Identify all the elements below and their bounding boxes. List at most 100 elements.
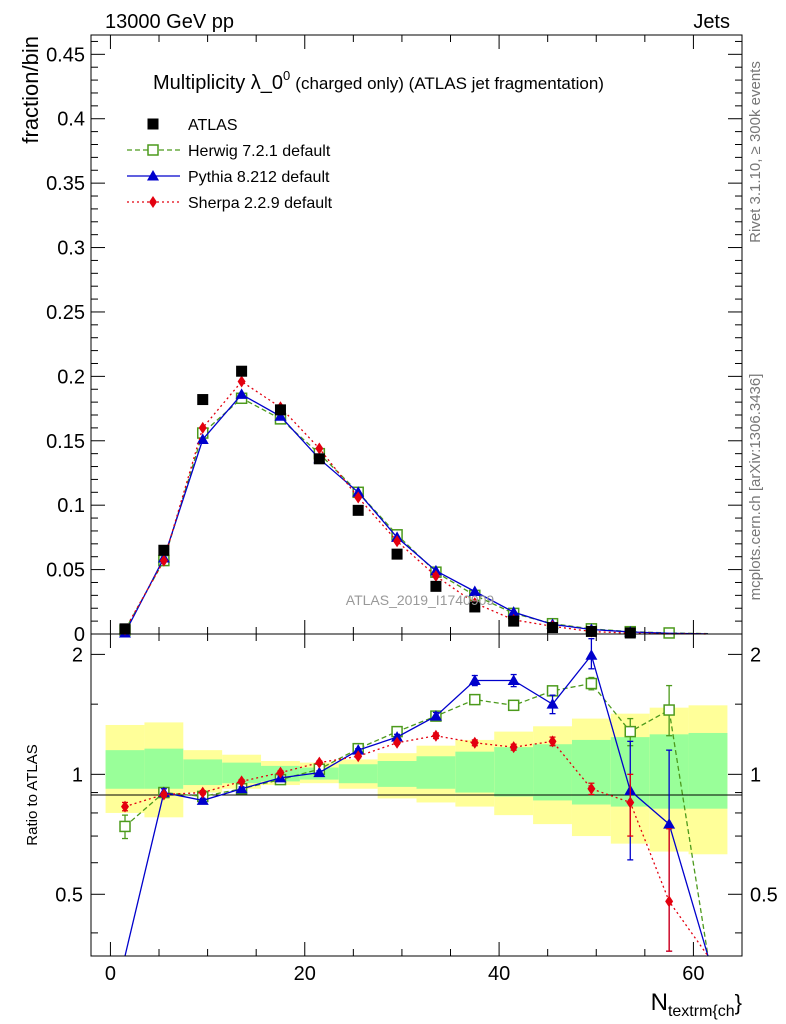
- xtick-label: 40: [488, 963, 510, 985]
- ratio-point-sherpa: [509, 741, 518, 754]
- ratio-point-pythia: [468, 674, 481, 685]
- main-ytick-label: 0.45: [46, 44, 85, 66]
- legend-label: Herwig 7.2.1 default: [188, 143, 331, 160]
- legend-item-herwig: Herwig 7.2.1 default: [127, 143, 331, 160]
- ratio-axis-ticks: 0.5 0.51 12 20 20 40 60: [55, 634, 778, 985]
- point-sherpa: [315, 442, 324, 455]
- point-sherpa: [354, 491, 363, 504]
- ratio-point-sherpa: [393, 736, 402, 749]
- ratio-point-sherpa: [665, 895, 674, 908]
- analysis-watermark: ATLAS_2019_I1740909: [346, 592, 495, 608]
- point-sherpa: [431, 570, 440, 583]
- ratio-point-pythia: [585, 649, 598, 660]
- ratio-point-pythia: [313, 766, 326, 778]
- line-pythia: [124, 393, 709, 635]
- legend-item-pythia: Pythia 8.212 default: [127, 169, 330, 186]
- ratio-line-herwig: [124, 682, 709, 957]
- legend-marker: [147, 118, 159, 130]
- x-axis-label-main: N: [651, 989, 668, 1016]
- point-pythia: [196, 433, 209, 444]
- mcplots-label: mcplots.cern.ch [arXiv:1306.3436]: [747, 374, 764, 601]
- band-inner: [533, 744, 572, 801]
- ratio-point-sherpa: [198, 786, 207, 799]
- ratio-point-sherpa: [121, 800, 130, 813]
- legend-label: Pythia 8.212 default: [188, 169, 330, 186]
- point-atlas: [624, 627, 636, 639]
- legend-marker: [147, 170, 159, 181]
- point-sherpa: [159, 554, 168, 567]
- x-axis-label-subscript: textrm{ch: [668, 1003, 735, 1020]
- point-sherpa: [237, 375, 246, 388]
- jets-label: Jets: [693, 11, 730, 33]
- plot-title: Multiplicity λ_00 (charged only) (ATLAS j…: [153, 68, 604, 94]
- legend-marker: [147, 144, 159, 156]
- ratio-point-sherpa: [431, 729, 440, 742]
- ratio-point-sherpa: [315, 756, 324, 769]
- legend-label: ATLAS: [188, 117, 238, 134]
- point-atlas: [352, 504, 364, 516]
- point-sherpa: [198, 421, 207, 434]
- x-axis-label-brace: }: [735, 990, 742, 1015]
- ratio-frame: [90, 633, 743, 957]
- main-ytick-label: 0: [74, 624, 85, 646]
- ratio-point-sherpa: [626, 796, 635, 809]
- energy-label: 13000 GeV pp: [105, 11, 234, 33]
- point-pythia: [507, 606, 520, 617]
- ratio-series-sherpa: [121, 729, 709, 957]
- band-inner: [688, 732, 728, 809]
- point-atlas: [547, 622, 559, 634]
- point-pythia: [274, 410, 287, 421]
- ratio-point-herwig: [624, 725, 637, 738]
- band-inner: [455, 751, 495, 793]
- point-atlas: [236, 365, 248, 377]
- series-atlas: [119, 365, 636, 639]
- ratio-point-pythia: [196, 794, 209, 805]
- ratio-ytick-label-left: 0.5: [55, 884, 83, 906]
- ratio-point-herwig: [507, 699, 520, 712]
- legend-label: Sherpa 2.2.9 default: [188, 195, 333, 212]
- main-panel: ATLAS_2019_I1740909 00.050.10.150.20.250…: [18, 34, 743, 646]
- ratio-ytick-label-right: 2: [750, 644, 761, 666]
- main-ytick-label: 0.25: [46, 302, 85, 324]
- band-inner: [105, 750, 145, 789]
- ratio-point-sherpa: [276, 766, 285, 779]
- xtick-label: 60: [682, 963, 704, 985]
- band-inner: [377, 761, 417, 787]
- ratio-ytick-label-right: 1: [750, 764, 761, 786]
- ratio-point-pythia: [546, 698, 559, 709]
- main-axis-ticks: 0 0.05 0.1 0.15 0.2 0.25 0.3 0.35 0.4 0.45: [46, 35, 742, 646]
- plot-title-superscript: 0: [283, 68, 290, 83]
- legend-marker: [149, 196, 157, 208]
- ratio-point-herwig: [663, 704, 675, 716]
- ratio-point-sherpa: [354, 750, 363, 763]
- point-atlas: [313, 453, 325, 465]
- ratio-panel: 0.5 0.51 12 20 20 40 60 Ratio to ATLAS Ntextrm…: [24, 633, 778, 1020]
- rivet-label: Rivet 3.1.10, ≥ 300k events: [747, 61, 764, 243]
- plot-title-main: Multiplicity λ_0: [153, 72, 283, 94]
- point-atlas: [585, 625, 597, 637]
- x-axis-label: Ntextrm{ch}: [651, 989, 742, 1020]
- point-pythia: [468, 585, 481, 596]
- band-inner: [416, 756, 456, 789]
- legend-item-sherpa: Sherpa 2.2.9 default: [127, 195, 333, 212]
- ratio-line-pythia: [124, 653, 709, 957]
- ratio-point-sherpa: [159, 788, 168, 801]
- main-ytick-label: 0.4: [57, 109, 85, 131]
- ratio-point-sherpa: [237, 775, 246, 788]
- ratio-ytick-label-left: 1: [72, 764, 83, 786]
- point-atlas: [430, 580, 442, 592]
- ratio-series-layer: [119, 638, 709, 957]
- point-atlas: [274, 404, 286, 416]
- ratio-point-herwig: [546, 685, 559, 697]
- ratio-ytick-label-left: 2: [72, 644, 83, 666]
- ratio-point-sherpa: [587, 782, 596, 795]
- point-atlas: [197, 394, 209, 406]
- point-atlas: [469, 601, 481, 613]
- ratio-point-sherpa: [470, 736, 479, 749]
- ratio-ytick-label-right: 0.5: [750, 884, 778, 906]
- main-ytick-label: 0.05: [46, 560, 85, 582]
- main-ytick-label: 0.35: [46, 173, 85, 195]
- ratio-y-axis-label: Ratio to ATLAS: [24, 744, 41, 845]
- ratio-point-herwig: [585, 677, 598, 690]
